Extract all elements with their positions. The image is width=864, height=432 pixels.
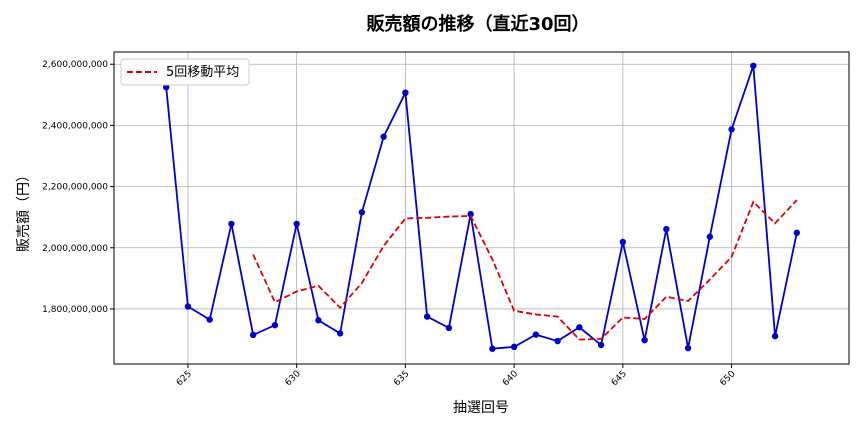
sales-point — [423, 313, 431, 320]
legend: 5回移動平均 — [120, 58, 250, 86]
x-tick-label: 635 — [392, 369, 411, 388]
sales-point — [663, 225, 670, 233]
sales-point — [576, 324, 583, 331]
sales-point — [445, 324, 453, 332]
sales-point — [315, 317, 322, 324]
sales-point — [750, 62, 757, 69]
y-axis-label: 販売額（円） — [16, 168, 32, 252]
series-layer — [162, 62, 801, 352]
sales-point — [597, 341, 605, 349]
sales-point — [619, 238, 627, 246]
sales-point — [206, 316, 213, 323]
sales-point — [510, 343, 518, 351]
sales-point — [402, 89, 409, 96]
moving-average-line — [252, 199, 798, 341]
legend-box — [120, 58, 250, 86]
legend-label-moving-average: 5回移動平均 — [166, 65, 239, 80]
sales-point — [793, 229, 801, 236]
y-tick-label: 2,600,000,000 — [42, 60, 108, 70]
axes: 625 630 635 640 645 650 1,800,000,000 2,000,000… — [42, 51, 850, 388]
sales-point — [532, 331, 540, 338]
sales-point — [380, 133, 387, 140]
sales-point — [706, 233, 714, 240]
x-axis-label: 抽選回号 — [453, 400, 509, 416]
sales-point — [228, 220, 235, 228]
sales-point — [641, 336, 648, 344]
sales-point — [684, 344, 692, 352]
sales-point — [489, 345, 496, 352]
sales-point — [162, 83, 170, 91]
y-tick-label: 2,200,000,000 — [42, 183, 108, 193]
sales-point — [728, 126, 735, 133]
y-tick-label: 2,000,000,000 — [42, 244, 108, 254]
sales-point — [336, 330, 344, 337]
grid-lines — [114, 52, 849, 364]
chart-title: 販売額の推移（直近30回） — [366, 13, 589, 35]
sales-point — [771, 332, 779, 340]
x-tick-label: 630 — [284, 369, 303, 388]
sales-point — [293, 220, 300, 228]
sales-line — [165, 65, 798, 350]
sales-point — [271, 321, 279, 329]
sales-point — [249, 331, 257, 339]
x-tick-label: 625 — [175, 369, 194, 388]
y-tick-label: 1,800,000,000 — [42, 305, 108, 315]
x-tick-label: 645 — [610, 369, 629, 388]
plot-frame — [113, 51, 850, 365]
sales-point — [467, 210, 474, 218]
sales-point — [554, 337, 561, 345]
sales-point — [358, 209, 366, 216]
x-tick-label: 650 — [718, 369, 737, 388]
y-tick-label: 2,400,000,000 — [42, 121, 108, 131]
sales-point — [184, 303, 192, 310]
x-tick-label: 640 — [501, 369, 520, 388]
